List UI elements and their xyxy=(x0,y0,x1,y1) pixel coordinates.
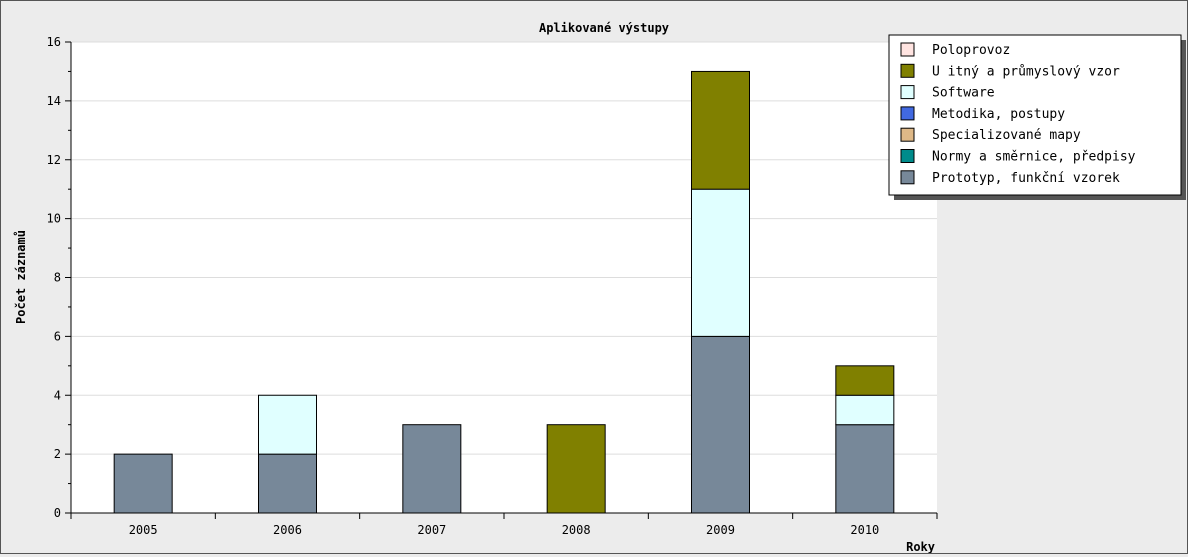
x-tick-label: 2010 xyxy=(850,523,879,537)
y-tick-label: 2 xyxy=(54,447,61,461)
legend-swatch xyxy=(900,127,915,142)
y-tick-label: 14 xyxy=(47,94,61,108)
legend-swatch xyxy=(900,106,915,121)
bar-segment xyxy=(258,394,317,455)
gridlines xyxy=(71,41,937,455)
legend: Poloprovoz U itný a průmyslový vzor Softwa… xyxy=(888,34,1186,200)
chart-title: Aplikované výstupy xyxy=(539,21,669,35)
y-tick-label: 8 xyxy=(54,271,61,285)
y-tick-label: 0 xyxy=(54,506,61,520)
bars xyxy=(113,70,895,514)
x-tick-label: 2006 xyxy=(273,523,302,537)
bar-segment xyxy=(258,453,317,514)
bar-segment xyxy=(835,365,895,396)
legend-entry-label: Normy a směrnice, předpisy xyxy=(932,150,1136,165)
x-tick-label: 2008 xyxy=(562,523,591,537)
x-ticks: 2005 2006 2007 2008 2009 2010 xyxy=(70,513,938,537)
legend-swatch xyxy=(900,85,915,100)
legend-box xyxy=(888,34,1182,196)
bar-segment xyxy=(691,335,750,514)
bar-segment xyxy=(691,70,750,190)
x-tick-label: 2005 xyxy=(129,523,158,537)
x-tick-label: 2009 xyxy=(706,523,735,537)
legend-entry-label: Software xyxy=(932,86,995,101)
bar-segment xyxy=(113,453,173,514)
bar-segment xyxy=(835,424,895,514)
legend-swatch xyxy=(900,63,915,78)
y-tick-label: 4 xyxy=(54,388,61,402)
bar-segment xyxy=(835,394,895,426)
legend-entry-label: Metodika, postupy xyxy=(932,107,1065,122)
legend-swatch xyxy=(900,149,915,163)
y-tick-label: 6 xyxy=(54,329,61,343)
bar-segment xyxy=(691,188,750,337)
bar-segment xyxy=(546,424,606,514)
bar-segment xyxy=(402,424,462,514)
legend-entry-label: Prototyp, funkční vzorek xyxy=(932,171,1120,186)
legend-swatch xyxy=(900,42,915,57)
y-tick-label: 10 xyxy=(47,212,61,226)
legend-entry-label: Specializované mapy xyxy=(932,128,1081,143)
y-tick-label: 16 xyxy=(47,35,61,49)
y-axis-title: Počet záznamů xyxy=(14,230,28,324)
y-tick-label: 12 xyxy=(47,153,61,167)
x-axis-title: Roky xyxy=(906,540,935,553)
legend-entry-label: Poloprovoz xyxy=(932,43,1010,58)
legend-entry-label: U itný a průmyslový vzor xyxy=(932,64,1120,79)
legend-swatch xyxy=(900,170,915,185)
x-tick-label: 2007 xyxy=(417,523,446,537)
y-ticks: 0 2 4 6 8 10 12 14 16 xyxy=(47,35,71,520)
